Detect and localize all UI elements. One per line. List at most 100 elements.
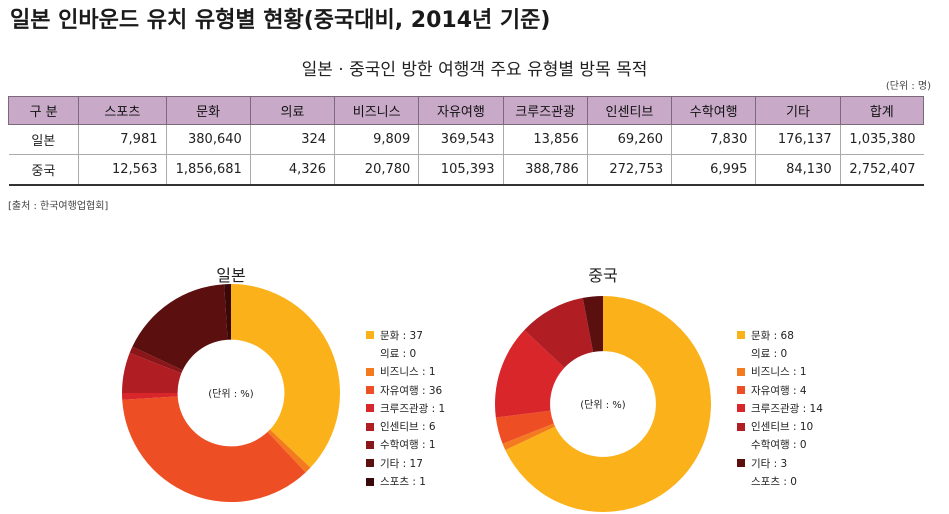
- japan-donut-chart: (단위 : %): [122, 284, 340, 502]
- slice-business: [502, 423, 556, 450]
- table-cell: 일본: [8, 124, 79, 155]
- legend-item: 인센티브 : 6: [366, 417, 445, 435]
- slice-incentive: [122, 352, 182, 393]
- header-culture: 문화: [165, 96, 251, 125]
- japan-legend: 문화 : 37 의료 : 0 비즈니스 : 1 자유여행 : 36 크루즈관광 : 1 인…: [366, 326, 445, 491]
- legend-label: 수학여행 : 1: [380, 439, 436, 452]
- table-cell: 272,753: [586, 154, 672, 186]
- header-incentive: 인센티브: [586, 96, 673, 125]
- legend-swatch: [366, 331, 374, 340]
- table-cell: 176,137: [755, 124, 841, 155]
- legend-swatch: [737, 404, 745, 413]
- legend-swatch: [737, 349, 745, 357]
- legend-item: 문화 : 37: [366, 326, 445, 344]
- legend-item: 자유여행 : 36: [366, 381, 445, 399]
- legend-label: 자유여행 : 36: [380, 384, 443, 397]
- legend-swatch: [737, 386, 745, 395]
- table-cell: 13,856: [502, 124, 588, 155]
- table-cell: 388,786: [502, 154, 588, 186]
- legend-label: 비즈니스 : 1: [751, 366, 807, 379]
- legend-swatch: [366, 404, 374, 413]
- table-cell: 9,809: [334, 124, 419, 155]
- table-cell: 369,543: [418, 124, 504, 155]
- table-cell: 7,830: [671, 124, 756, 155]
- table-cell: 4,326: [249, 154, 335, 186]
- table-cell: 2,752,407: [839, 154, 924, 186]
- table-header-row: 구 분 스포츠 문화 의료 비즈니스 자유여행 크루즈관광 인센티브 수학여행 …: [7, 96, 925, 125]
- slice-school-trip: [129, 346, 183, 374]
- table-cell: 69,260: [586, 124, 672, 155]
- header-other: 기타: [755, 96, 841, 125]
- slice-cruise: [495, 330, 565, 418]
- header-sports: 스포츠: [78, 96, 167, 125]
- legend-label: 인센티브 : 6: [380, 421, 436, 434]
- center-unit-label: (단위 : %): [208, 387, 254, 400]
- legend-label: 스포츠 : 1: [380, 476, 426, 489]
- slice-free-travel: [495, 410, 554, 444]
- legend-item: 기타 : 17: [366, 454, 445, 472]
- legend-item: 수학여행 : 1: [366, 436, 445, 454]
- legend-label: 문화 : 68: [751, 329, 794, 342]
- legend-label: 크루즈관광 : 1: [380, 402, 446, 415]
- legend-item: 비즈니스 : 1: [737, 363, 823, 381]
- legend-item: 크루즈관광 : 1: [366, 399, 445, 417]
- source-note: [출처 : 한국여행업협회]: [8, 201, 109, 212]
- table-cell: 105,393: [418, 154, 504, 186]
- table-row: 중국 12,563 1,856,681 4,326 20,780 105,393…: [8, 154, 924, 186]
- legend-swatch: [366, 477, 374, 486]
- legend-label: 의료 : 0: [751, 347, 788, 360]
- table-cell: 380,640: [165, 124, 251, 155]
- table-cell: 20,780: [334, 154, 419, 186]
- header-category: 구 분: [7, 96, 80, 125]
- slice-sports: [224, 284, 231, 340]
- legend-swatch: [366, 422, 374, 431]
- legend-item: 자유여행 : 4: [737, 381, 823, 399]
- center-unit-label: (단위 : %): [580, 398, 626, 411]
- legend-swatch: [366, 386, 374, 395]
- inbound-table: 구 분 스포츠 문화 의료 비즈니스 자유여행 크루즈관광 인센티브 수학여행 …: [7, 96, 925, 186]
- header-school-trip: 수학여행: [671, 96, 757, 125]
- legend-swatch: [737, 331, 745, 340]
- slice-business: [267, 429, 311, 473]
- slice-free-travel: [122, 396, 306, 502]
- legend-item: 크루즈관광 : 14: [737, 399, 823, 417]
- slice-incentive: [524, 297, 594, 368]
- legend-label: 기타 : 17: [380, 457, 423, 470]
- legend-swatch: [366, 367, 374, 376]
- legend-item: 수학여행 : 0: [737, 436, 823, 454]
- legend-item: 비즈니스 : 1: [366, 363, 445, 381]
- table-cell: 12,563: [78, 154, 166, 186]
- slice-other: [132, 284, 228, 371]
- legend-item: 의료 : 0: [737, 344, 823, 362]
- slice-cruise: [122, 393, 178, 400]
- japan-chart-title: 일본: [216, 266, 246, 285]
- header-business: 비즈니스: [334, 96, 420, 125]
- legend-label: 스포츠 : 0: [751, 476, 797, 489]
- legend-label: 크루즈관광 : 14: [751, 402, 823, 415]
- legend-item: 인센티브 : 10: [737, 417, 823, 435]
- header-total: 합계: [839, 96, 925, 125]
- legend-swatch: [737, 478, 745, 486]
- legend-swatch: [737, 459, 745, 468]
- header-free-travel: 자유여행: [418, 96, 504, 125]
- legend-label: 비즈니스 : 1: [380, 366, 436, 379]
- table-cell: 324: [249, 124, 335, 155]
- legend-item: 스포츠 : 1: [366, 472, 445, 490]
- table-cell: 중국: [8, 154, 79, 186]
- table-unit-note: (단위 : 명): [885, 81, 931, 92]
- slice-culture: [505, 296, 711, 512]
- legend-label: 수학여행 : 0: [751, 439, 807, 452]
- legend-item: 의료 : 0: [366, 344, 445, 362]
- table-cell: 1,035,380: [839, 124, 924, 155]
- table-cell: 1,856,681: [165, 154, 251, 186]
- table-row: 일본 7,981 380,640 324 9,809 369,543 13,85…: [8, 124, 924, 155]
- legend-swatch: [737, 441, 745, 449]
- legend-swatch: [366, 459, 374, 468]
- legend-label: 자유여행 : 4: [751, 384, 807, 397]
- legend-swatch: [366, 349, 374, 357]
- header-medical: 의료: [249, 96, 336, 125]
- slice-culture: [231, 284, 340, 468]
- legend-item: 기타 : 3: [737, 454, 823, 472]
- china-donut-chart: (단위 : %): [495, 296, 711, 512]
- legend-item: 문화 : 68: [737, 326, 823, 344]
